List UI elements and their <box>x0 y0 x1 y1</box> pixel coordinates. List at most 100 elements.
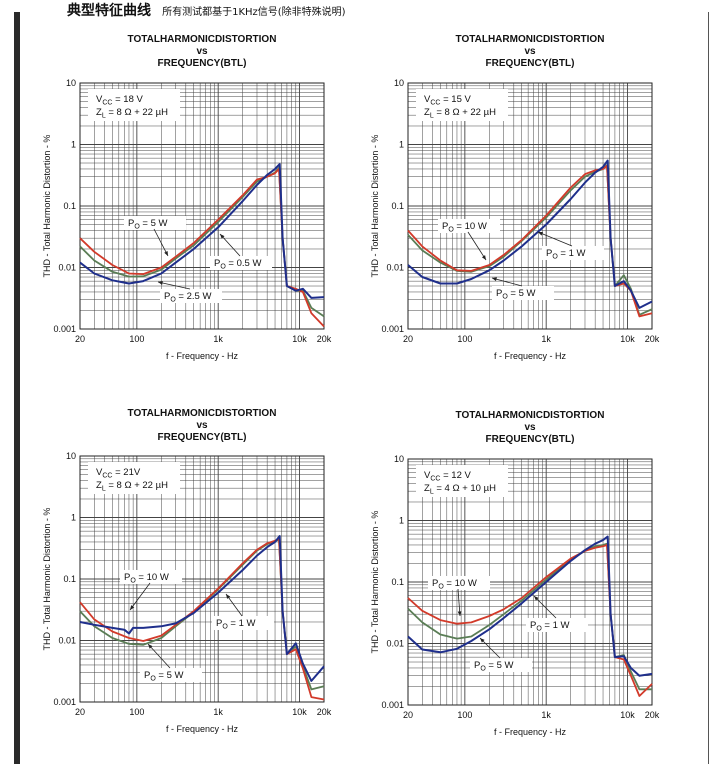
condition-vcc-vcc_value: = 18 V <box>112 94 143 105</box>
annotation-subscript: O <box>150 676 156 683</box>
condition-zl: ZL = 8 Ω + 22 µH <box>424 107 496 120</box>
annotation-arrowhead <box>226 594 231 599</box>
y-tick-label: 0.001 <box>53 324 76 334</box>
annotation-subscript: O <box>502 294 508 301</box>
y-tick-label: 0.1 <box>63 201 76 211</box>
y-axis-label: THD - Total Harmonic Distortion - % <box>370 135 380 278</box>
plot-frame <box>79 455 325 703</box>
x-tick-label: 20 <box>403 710 413 720</box>
x-tick-label: 1k <box>541 334 551 344</box>
condition-zl-zl_sub: L <box>102 486 106 493</box>
y-tick-label: 1 <box>399 516 404 526</box>
page-right-border <box>708 12 709 764</box>
chart-title: TOTALHARMONICDISTORTION <box>456 34 605 45</box>
condition-vcc: VCC = 12 V <box>424 470 472 483</box>
annotation-subscript: O <box>134 224 140 231</box>
annotation-arrowhead <box>130 605 135 610</box>
annotation-symbol: P <box>144 670 150 681</box>
x-axis-label: f - Frequency - Hz <box>494 727 567 737</box>
condition-vcc: VCC = 15 V <box>424 94 472 107</box>
x-tick-label: 100 <box>457 334 472 344</box>
condition-vcc: VCC = 21V <box>96 467 141 480</box>
chart-title-vs: vs <box>524 422 536 433</box>
annotation-leader <box>147 643 171 669</box>
annotation-label: PO = 1 W <box>546 248 586 261</box>
y-axis-label: THD - Total Harmonic Distortion - % <box>42 135 52 278</box>
annotation-leader <box>491 277 523 287</box>
annotation-bg <box>124 216 186 230</box>
y-tick-label: 10 <box>66 78 76 88</box>
annotation-symbol: P <box>474 660 480 671</box>
annotation-arrowhead <box>457 611 462 616</box>
plot-frame <box>79 82 325 330</box>
annotation-arrowhead <box>164 251 168 256</box>
chart-subtitle: FREQUENCY(BTL) <box>158 58 247 69</box>
annotation-arrowhead <box>480 638 485 643</box>
annotation-leader <box>479 637 501 659</box>
series-line-red <box>79 537 325 701</box>
annotation-value: = 5 W <box>156 670 184 681</box>
annotation-arrowhead <box>538 232 543 236</box>
y-tick-label: 0.001 <box>381 324 404 334</box>
x-tick-label: 20k <box>645 334 660 344</box>
annotation-leader <box>129 582 151 611</box>
annotation-arrowhead <box>534 596 539 601</box>
x-tick-label: 1k <box>213 707 223 717</box>
condition-vcc-vcc: V <box>424 470 431 481</box>
x-axis-label: f - Frequency - Hz <box>166 724 239 734</box>
chart-subtitle: FREQUENCY(BTL) <box>486 58 575 69</box>
y-tick-label: 0.1 <box>391 201 404 211</box>
annotation-symbol: P <box>214 258 220 269</box>
x-tick-label: 100 <box>129 334 144 344</box>
annotation-bg <box>526 618 588 632</box>
x-axis-label: f - Frequency - Hz <box>166 351 239 361</box>
annotation-label: PO = 5 W <box>128 218 168 231</box>
annotation-label: PO = 0.5 W <box>214 258 261 271</box>
annotation-value: = 10 W <box>136 572 169 583</box>
chart-title-vs: vs <box>524 46 536 57</box>
y-tick-label: 10 <box>394 454 404 464</box>
y-tick-label: 0.1 <box>391 577 404 587</box>
annotation-label: PO = 5 W <box>144 670 184 683</box>
section-title: 典型特征曲线 <box>67 3 151 19</box>
annotation-symbol: P <box>128 218 134 229</box>
y-tick-label: 10 <box>66 451 76 461</box>
annotation-value: = 1 W <box>228 618 256 629</box>
annotation-value: = 10 W <box>444 578 477 589</box>
x-tick-label: 100 <box>129 707 144 717</box>
x-tick-label: 100 <box>457 710 472 720</box>
annotation-arrowhead <box>220 234 225 239</box>
condition-zl-zl_sub: L <box>102 113 106 120</box>
conditions-box <box>416 89 508 121</box>
annotation-arrowhead <box>148 644 153 649</box>
annotation-arrowhead <box>158 281 163 285</box>
annotation-arrowhead <box>481 255 486 260</box>
annotation-value: = 0.5 W <box>226 258 262 269</box>
y-tick-label: 0.01 <box>386 263 404 273</box>
annotation-label: PO = 10 W <box>124 572 169 585</box>
condition-zl: ZL = 8 Ω + 22 µH <box>96 480 168 493</box>
y-tick-label: 1 <box>71 140 76 150</box>
y-tick-label: 10 <box>394 78 404 88</box>
x-tick-label: 20k <box>317 334 332 344</box>
annotation-symbol: P <box>216 618 222 629</box>
y-tick-label: 0.001 <box>53 697 76 707</box>
annotation-subscript: O <box>536 626 542 633</box>
annotation-bg <box>120 570 182 584</box>
condition-zl-zl: Z <box>424 483 430 494</box>
condition-vcc-vcc_sub: CC <box>430 476 440 483</box>
annotation-value: = 1 W <box>558 248 586 259</box>
y-tick-label: 1 <box>71 513 76 523</box>
condition-vcc: VCC = 18 V <box>96 94 144 107</box>
x-tick-label: 20k <box>317 707 332 717</box>
annotation-subscript: O <box>552 254 558 261</box>
annotation-bg <box>492 286 554 300</box>
annotation-bg <box>428 576 490 590</box>
x-tick-label: 10k <box>292 334 307 344</box>
y-tick-label: 0.01 <box>58 636 76 646</box>
condition-vcc-vcc_sub: CC <box>102 473 112 480</box>
chart-title: TOTALHARMONICDISTORTION <box>128 34 277 45</box>
chart-subtitle: FREQUENCY(BTL) <box>486 434 575 445</box>
annotation-label: PO = 5 W <box>496 288 536 301</box>
annotation-label: PO = 1 W <box>216 618 256 631</box>
